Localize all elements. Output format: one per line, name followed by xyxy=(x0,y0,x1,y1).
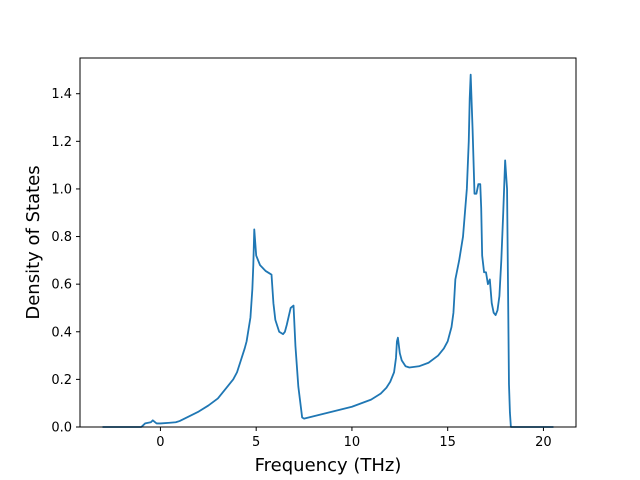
x-tick-label: 5 xyxy=(252,435,260,450)
plot-frame xyxy=(79,57,577,428)
y-tick-label: 0.2 xyxy=(51,373,72,388)
x-tick-label: 0 xyxy=(156,435,164,450)
y-tick-label: 0.8 xyxy=(51,230,72,245)
dos-series-line xyxy=(102,73,554,428)
y-tick-label: 1.0 xyxy=(51,182,72,197)
x-tick-label: 15 xyxy=(439,435,456,450)
axis-ticks: 0 5 10 15 20 0.0 0.2 0.4 0.6 0.8 1.0 1.2 1.4 xyxy=(51,87,551,450)
x-tick-label: 10 xyxy=(344,435,361,450)
x-tick-label: 20 xyxy=(535,435,552,450)
y-axis-label: Density of States xyxy=(23,165,44,319)
x-axis-label: Frequency (THz) xyxy=(255,455,402,476)
plot-series xyxy=(102,73,554,428)
y-tick-label: 0.4 xyxy=(51,325,72,340)
y-tick-label: 0.6 xyxy=(51,278,72,293)
y-tick-label: 1.2 xyxy=(51,135,72,150)
y-tick-label: 1.4 xyxy=(51,87,72,102)
y-tick-label: 0.0 xyxy=(51,421,72,436)
